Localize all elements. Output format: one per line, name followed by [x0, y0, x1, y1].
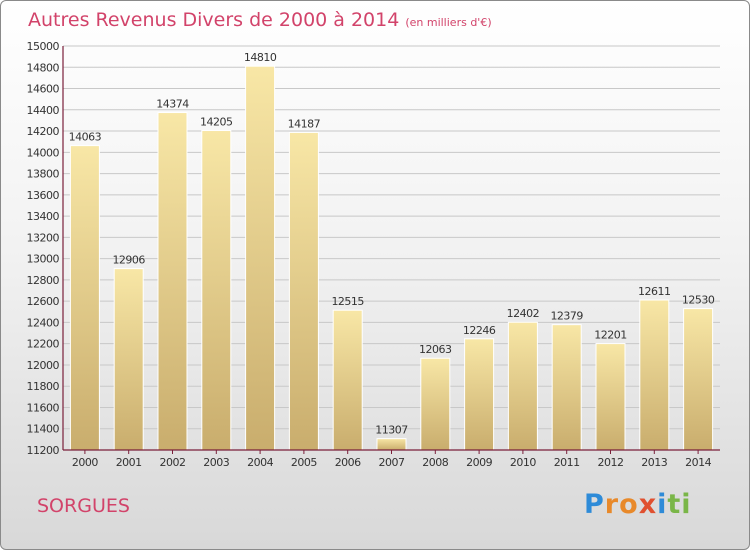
data-label: 14810: [244, 51, 277, 64]
y-tick-label: 12800: [27, 274, 60, 287]
data-label: 12379: [550, 310, 583, 323]
data-label: 11307: [375, 424, 408, 437]
x-tick-label: 2011: [554, 456, 580, 469]
y-tick-label: 14800: [27, 61, 60, 74]
data-label: 14205: [200, 116, 233, 129]
data-label: 12515: [331, 295, 364, 308]
y-tick-label: 11400: [27, 423, 60, 436]
bar: [507, 321, 538, 451]
y-tick-label: 13000: [27, 253, 60, 266]
y-tick-label: 12200: [27, 338, 60, 351]
x-tick-label: 2005: [291, 456, 317, 469]
data-label: 12246: [463, 324, 496, 337]
y-tick-label: 13600: [27, 189, 60, 202]
bar: [639, 299, 670, 451]
subtitle-text: (en milliers d'€): [405, 16, 492, 29]
bar: [464, 338, 495, 451]
x-tick-label: 2008: [422, 456, 448, 469]
y-tick-label: 14400: [27, 104, 60, 117]
data-label: 12063: [419, 343, 452, 356]
x-tick-label: 2001: [116, 456, 142, 469]
x-tick-label: 2000: [72, 456, 98, 469]
y-tick-label: 14600: [27, 83, 60, 96]
data-label: 14063: [69, 131, 102, 144]
bar: [288, 131, 319, 451]
y-tick-label: 12000: [27, 359, 60, 372]
logo-letter: i: [681, 489, 692, 520]
x-tick-label: 2003: [203, 456, 229, 469]
bar: [69, 145, 100, 451]
chart-title: Autres Revenus Divers de 2000 à 2014 (en …: [28, 9, 492, 31]
bar: [201, 130, 232, 451]
proxiti-logo: Proxiti: [584, 489, 692, 520]
x-tick-label: 2014: [685, 456, 711, 469]
logo-letter: o: [619, 489, 639, 520]
bar: [157, 112, 188, 451]
y-tick-label: 15000: [27, 40, 60, 53]
logo-letter: t: [667, 489, 682, 520]
logo-letter: x: [638, 489, 658, 520]
y-tick-label: 13800: [27, 168, 60, 181]
x-tick-label: 2007: [379, 456, 405, 469]
y-tick-label: 14200: [27, 125, 60, 138]
data-label: 12906: [112, 254, 145, 267]
data-label: 14187: [288, 117, 321, 130]
bar: [376, 438, 407, 451]
data-label: 14374: [156, 98, 189, 111]
x-tick-label: 2004: [247, 456, 273, 469]
region-name: SORGUES: [37, 495, 130, 517]
bar: [332, 309, 363, 451]
y-tick-label: 11200: [27, 444, 60, 457]
y-tick-label: 11600: [27, 401, 60, 414]
bar: [113, 268, 144, 451]
x-tick-label: 2013: [641, 456, 667, 469]
bar: [595, 343, 626, 451]
y-tick-label: 12400: [27, 316, 60, 329]
data-label: 12201: [594, 329, 627, 342]
bar: [551, 324, 582, 451]
x-tick-label: 2006: [335, 456, 361, 469]
y-tick-label: 13400: [27, 210, 60, 223]
data-label: 12611: [638, 285, 671, 298]
logo-letter: i: [657, 489, 668, 520]
y-tick-label: 13200: [27, 231, 60, 244]
title-text: Autres Revenus Divers de 2000 à 2014: [28, 9, 400, 31]
bar: [683, 308, 714, 451]
y-tick-label: 11800: [27, 380, 60, 393]
x-tick-label: 2009: [466, 456, 492, 469]
bar: [245, 65, 276, 451]
logo-letter: P: [584, 489, 605, 520]
y-tick-label: 12600: [27, 295, 60, 308]
bar: [420, 357, 451, 451]
x-tick-label: 2010: [510, 456, 536, 469]
data-label: 12402: [507, 307, 540, 320]
logo-letter: r: [604, 489, 620, 520]
x-tick-label: 2012: [598, 456, 624, 469]
x-tick-label: 2002: [160, 456, 186, 469]
y-tick-label: 14000: [27, 146, 60, 159]
data-label: 12530: [682, 294, 715, 307]
